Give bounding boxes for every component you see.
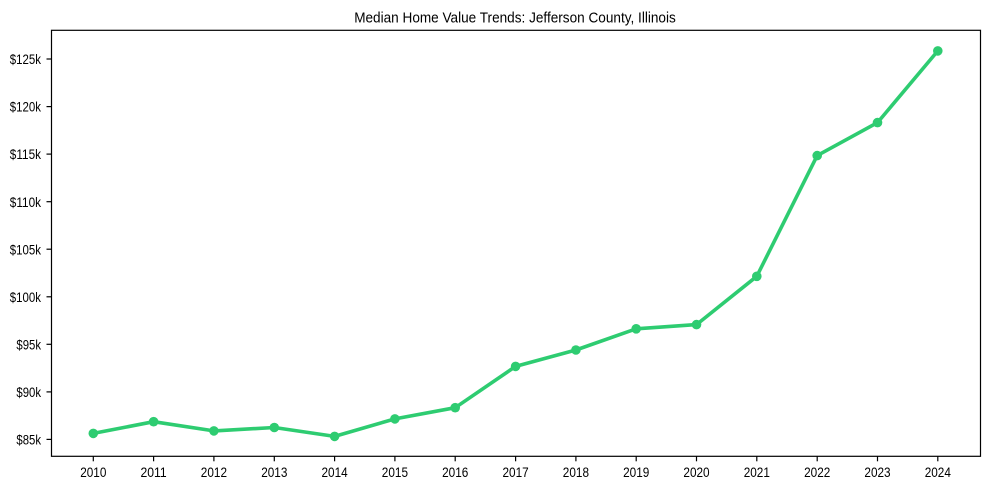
svg-text:$105k: $105k: [10, 241, 42, 257]
svg-text:2024: 2024: [925, 464, 951, 480]
svg-text:2018: 2018: [563, 464, 589, 480]
svg-text:Median Home Value Trends: Jeff: Median Home Value Trends: Jefferson Coun…: [354, 10, 676, 27]
svg-text:$115k: $115k: [10, 146, 42, 162]
svg-text:2023: 2023: [864, 464, 890, 480]
svg-text:2011: 2011: [141, 464, 167, 480]
svg-text:$120k: $120k: [10, 99, 42, 115]
svg-text:2022: 2022: [804, 464, 830, 480]
svg-text:2015: 2015: [382, 464, 408, 480]
svg-text:$85k: $85k: [16, 432, 41, 448]
svg-text:$95k: $95k: [16, 336, 41, 352]
svg-text:2014: 2014: [322, 464, 348, 480]
svg-text:2010: 2010: [80, 464, 106, 480]
svg-text:2020: 2020: [683, 464, 709, 480]
svg-text:$90k: $90k: [16, 384, 41, 400]
svg-text:2013: 2013: [261, 464, 287, 480]
svg-text:$125k: $125k: [10, 51, 42, 67]
svg-text:2012: 2012: [201, 464, 227, 480]
svg-text:$110k: $110k: [10, 194, 42, 210]
svg-text:2017: 2017: [503, 464, 529, 480]
svg-text:2021: 2021: [744, 464, 770, 480]
svg-text:2016: 2016: [442, 464, 468, 480]
svg-text:2019: 2019: [623, 464, 649, 480]
svg-text:$100k: $100k: [10, 289, 42, 305]
